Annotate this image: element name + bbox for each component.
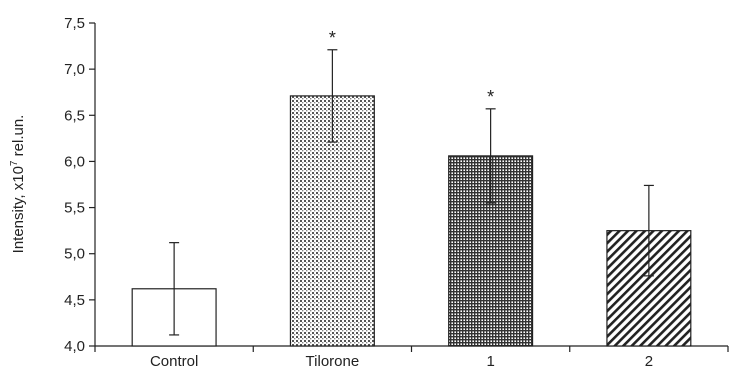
svg-text:Intensity, x107 rel.un.: Intensity, x107 rel.un. — [9, 115, 27, 254]
x-tick-label: Control — [150, 353, 198, 368]
y-axis-label: Intensity, x107 rel.un. — [9, 115, 27, 254]
significance-markers: ** — [329, 28, 494, 107]
y-axis-label-exponent: 7 — [9, 160, 20, 166]
bars-group — [131, 95, 692, 347]
y-tick-label: 7,5 — [64, 15, 85, 32]
x-tick-label: Tilorone — [306, 353, 360, 368]
x-tick-label: 1 — [486, 353, 494, 368]
y-axis: 4,0 4,5 5,0 5,5 6,0 6,5 7,0 7,5 — [64, 15, 96, 355]
y-tick-label: 5,0 — [64, 246, 85, 263]
significance-asterisk: * — [487, 87, 494, 107]
y-axis-label-main: Intensity, x10 — [10, 166, 27, 253]
y-tick-label: 6,0 — [64, 153, 85, 170]
significance-asterisk: * — [329, 28, 336, 48]
x-tick-label: 2 — [645, 353, 653, 368]
y-tick-label: 7,0 — [64, 61, 85, 78]
y-tick-label: 5,5 — [64, 200, 85, 217]
y-axis-label-unit: rel.un. — [10, 115, 27, 161]
y-tick-label: 6,5 — [64, 107, 85, 124]
y-tick-label: 4,5 — [64, 292, 85, 309]
y-tick-label: 4,0 — [64, 338, 85, 355]
x-axis: Control Tilorone 1 2 — [94, 345, 729, 368]
error-bars-group — [169, 49, 654, 336]
